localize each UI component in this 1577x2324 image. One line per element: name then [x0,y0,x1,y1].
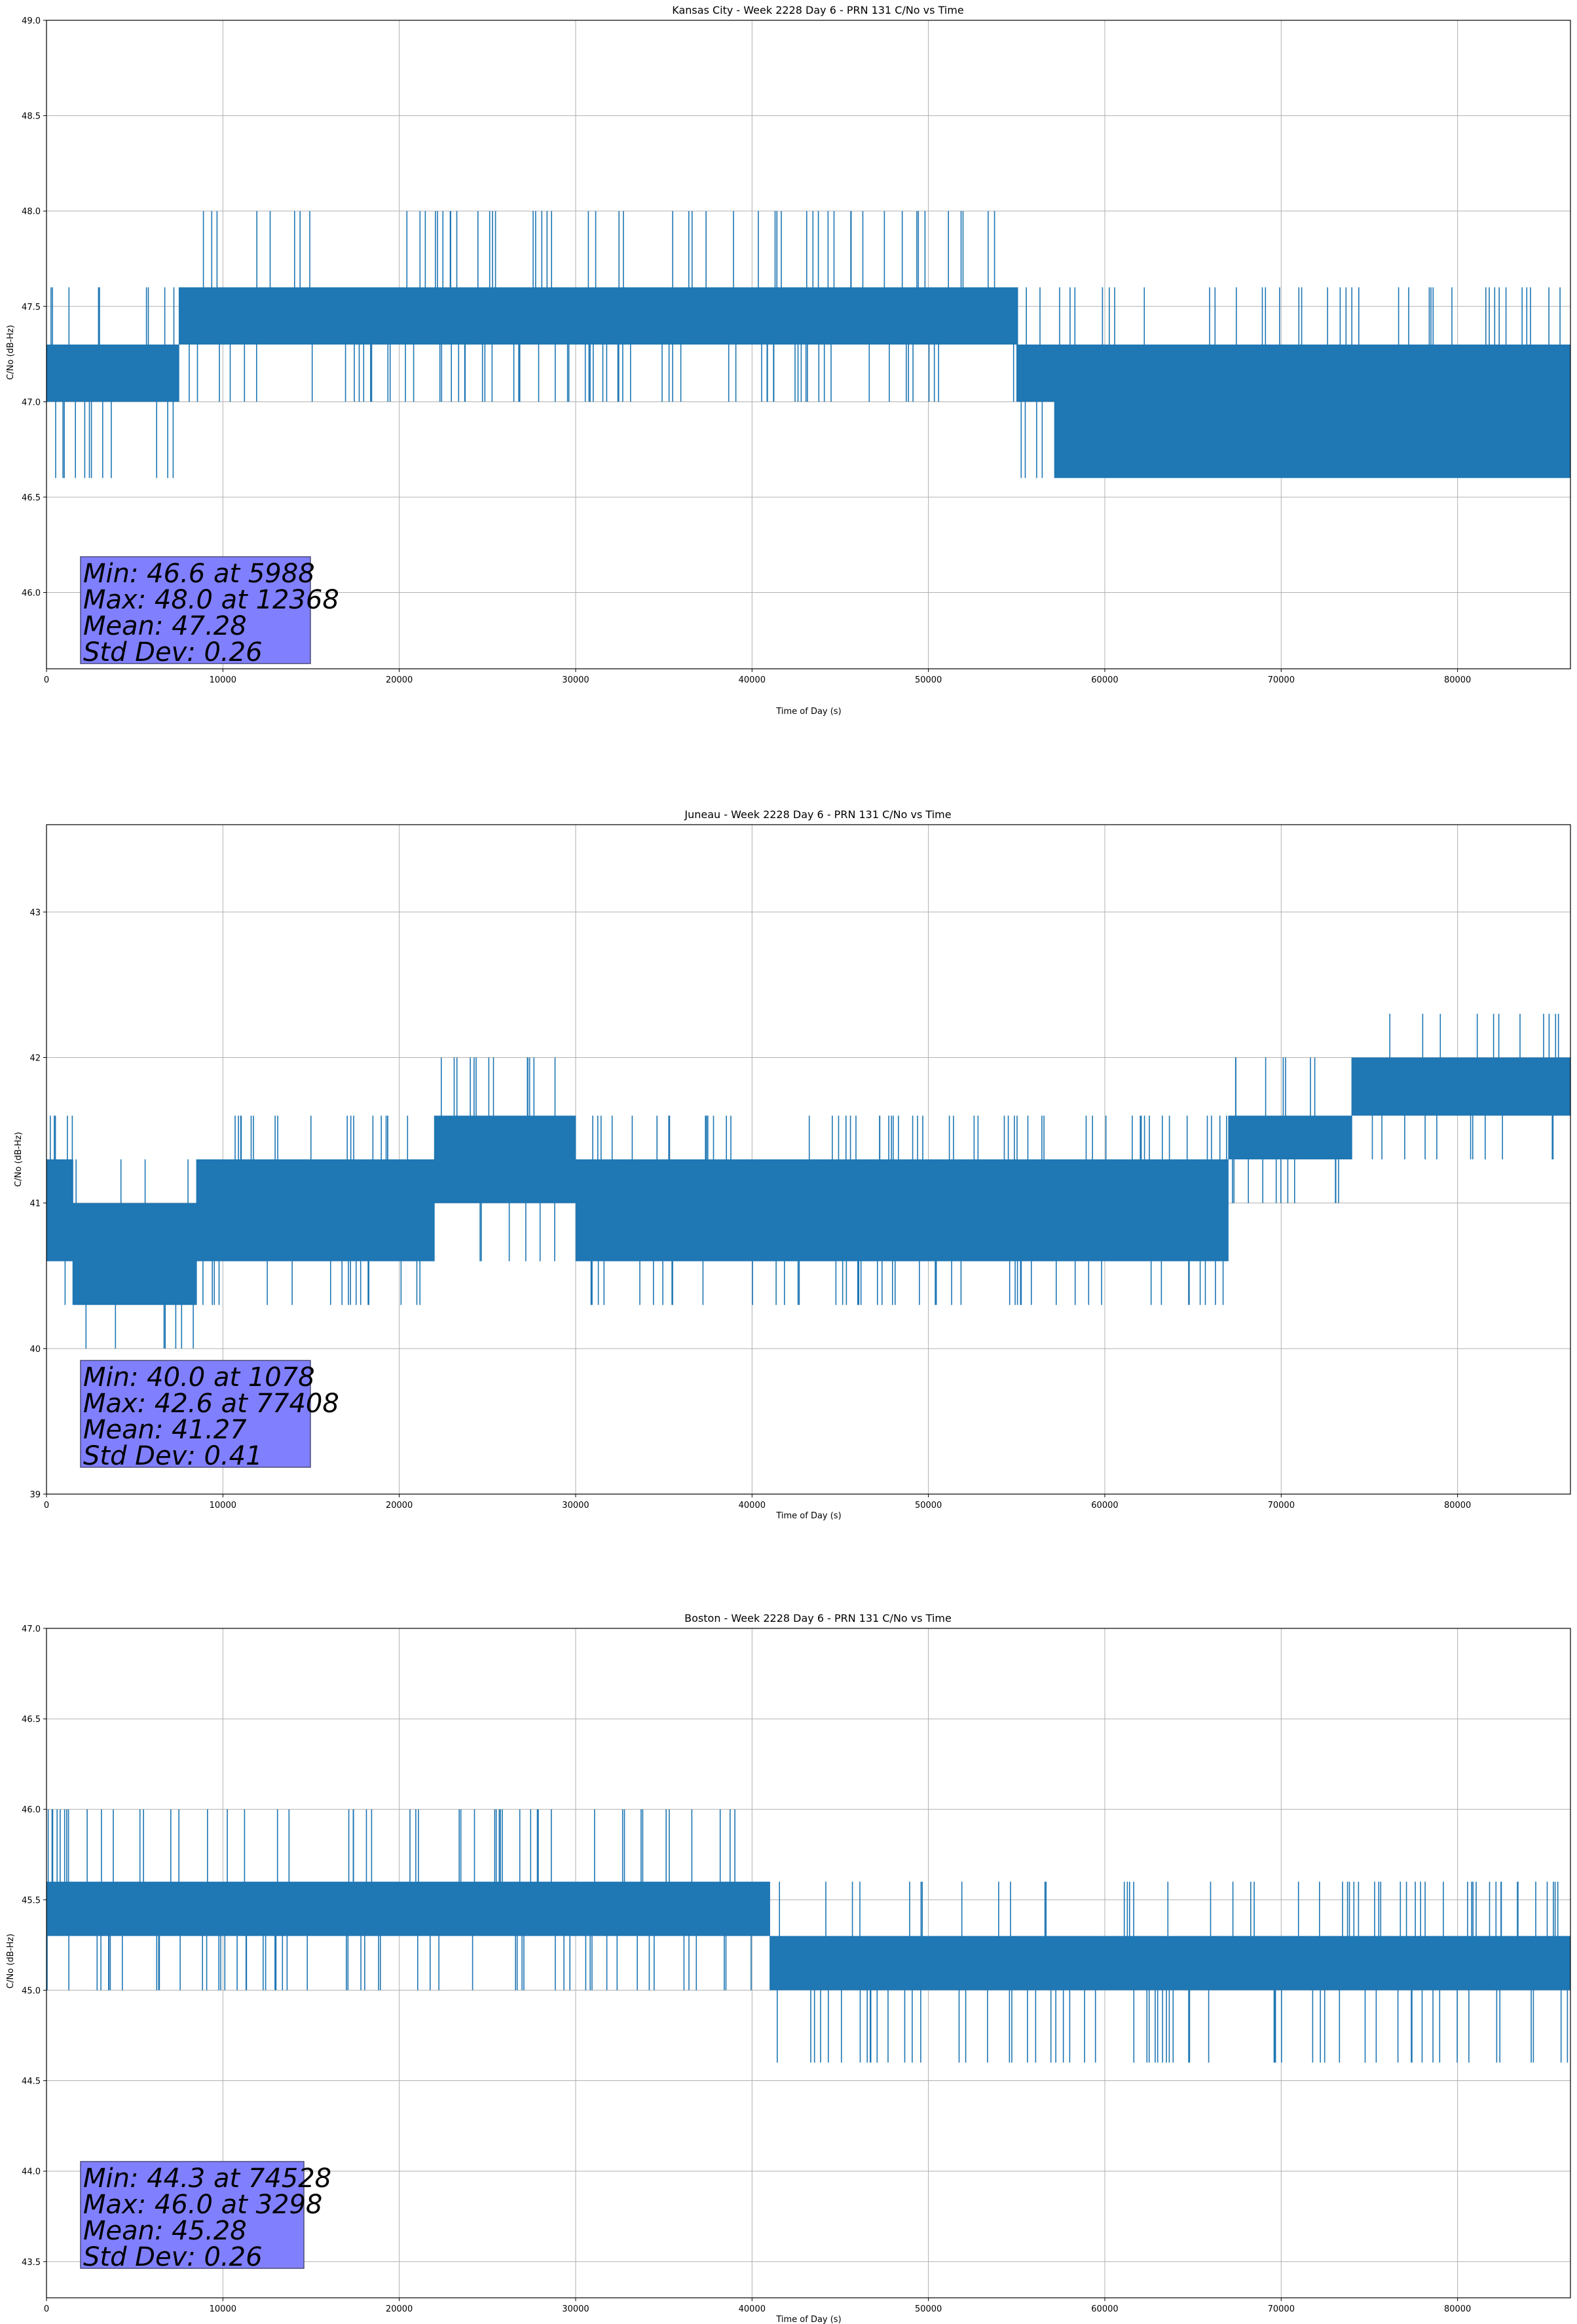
stat-min: Min: 40.0 at 1078 [83,1362,315,1393]
y-tick-label: 44.0 [22,2167,41,2177]
chart-boston: Boston - Week 2228 Day 6 - PRN 131 C/No … [6,1612,1571,2324]
x-tick-label: 20000 [386,2304,413,2314]
chart-kansas-city: Kansas City - Week 2228 Day 6 - PRN 131 … [6,4,1571,717]
y-tick-label: 39 [29,1490,41,1500]
y-axis-label: C/No (dB-Hz) [6,1934,16,1989]
y-tick-label: 47.0 [22,1624,41,1634]
y-tick-label: 43 [29,908,41,918]
stats-box: Min: 44.3 at 74528 Max: 46.0 at 3298 Mea… [80,2161,331,2272]
x-axis-label: Time of Day (s) [775,2315,841,2324]
x-tick-label: 80000 [1444,1501,1471,1510]
y-tick-label: 45.5 [22,1896,41,1905]
stats-box-background [80,1360,311,1468]
x-tick-label: 10000 [210,1501,236,1510]
x-axis-ticks: 0 10000 20000 30000 40000 50000 60000 70000 8000… [44,2298,1471,2314]
x-tick-label: 20000 [386,675,413,685]
y-tick-label: 42 [29,1053,41,1063]
x-tick-label: 30000 [562,675,589,685]
x-axis-ticks: 0 10000 20000 30000 40000 50000 60000 70000 8000… [44,1494,1471,1510]
x-tick-label: 0 [44,1501,49,1510]
y-tick-label: 46.5 [22,1715,41,1725]
plot-frame [46,20,1571,669]
x-tick-label: 20000 [386,1501,413,1510]
stat-std-dev: Std Dev: 0.26 [83,637,263,667]
chart-title: Juneau - Week 2228 Day 6 - PRN 131 C/No … [684,808,951,821]
plot-frame [46,1628,1571,2298]
y-tick-label: 41 [29,1199,41,1209]
y-axis-ticks: 46.0 46.5 47.0 47.5 48.0 48.5 49.0 [22,16,46,599]
stat-mean: Mean: 41.27 [83,1415,247,1445]
chart-title: Kansas City - Week 2228 Day 6 - PRN 131 … [672,4,963,16]
chart-title: Boston - Week 2228 Day 6 - PRN 131 C/No … [684,1612,952,1624]
x-tick-label: 50000 [915,675,942,685]
stat-max: Max: 48.0 at 12368 [83,585,339,615]
x-tick-label: 70000 [1268,675,1295,685]
y-tick-label: 46.0 [22,589,41,599]
stat-max: Max: 46.0 at 3298 [83,2190,322,2220]
x-tick-label: 10000 [210,2304,236,2314]
y-tick-label: 43.5 [22,2258,41,2268]
y-tick-label: 47.5 [22,303,41,312]
plot-frame [46,824,1571,1495]
x-tick-label: 30000 [562,2304,589,2314]
x-tick-label: 40000 [739,1501,766,1510]
x-tick-label: 60000 [1091,2304,1118,2314]
stats-box-background [80,2161,305,2269]
x-axis-ticks: 0 10000 20000 30000 40000 50000 60000 70000 8000… [44,669,1471,685]
y-tick-label: 40 [29,1345,41,1355]
y-tick-label: 44.5 [22,2077,41,2087]
x-tick-label: 40000 [739,2304,766,2314]
y-axis-ticks: 43.5 44.0 44.5 45.0 45.5 46.0 46.5 47.0 [22,1624,46,2268]
stats-box: Min: 46.6 at 5988 Max: 48.0 at 12368 Mea… [80,556,339,667]
stats-box: Min: 40.0 at 1078 Max: 42.6 at 77408 Mea… [80,1360,339,1471]
stat-min: Min: 44.3 at 74528 [83,2164,331,2194]
stat-min: Min: 46.6 at 5988 [83,559,315,589]
x-tick-label: 70000 [1268,1501,1295,1510]
x-tick-label: 60000 [1091,675,1118,685]
x-tick-label: 80000 [1444,2304,1471,2314]
x-axis-label: Time of Day (s) [775,1511,841,1521]
x-tick-label: 50000 [915,2304,942,2314]
stat-std-dev: Std Dev: 0.26 [83,2242,263,2272]
x-tick-label: 30000 [562,1501,589,1510]
stat-mean: Mean: 47.28 [83,611,247,641]
x-tick-label: 0 [44,675,49,685]
y-tick-label: 46.5 [22,493,41,503]
stats-box-background [80,556,311,664]
y-axis-ticks: 39 40 41 42 43 [29,908,46,1500]
y-axis-label: C/No (dB-Hz) [14,1132,24,1187]
y-tick-label: 49.0 [22,16,41,26]
x-tick-label: 70000 [1268,2304,1295,2314]
stat-std-dev: Std Dev: 0.41 [83,1441,263,1471]
y-tick-label: 46.0 [22,1805,41,1815]
x-tick-label: 10000 [210,675,236,685]
y-tick-label: 48.5 [22,112,41,122]
stat-max: Max: 42.6 at 77408 [83,1389,339,1419]
y-tick-label: 48.0 [22,207,41,217]
x-tick-label: 50000 [915,1501,942,1510]
x-tick-label: 60000 [1091,1501,1118,1510]
y-axis-label: C/No (dB-Hz) [6,325,16,380]
x-tick-label: 80000 [1444,675,1471,685]
x-axis-label: Time of Day (s) [775,707,841,717]
chart-juneau: Juneau - Week 2228 Day 6 - PRN 131 C/No … [14,808,1571,1521]
stat-mean: Mean: 45.28 [83,2216,247,2246]
y-tick-label: 45.0 [22,1986,41,1996]
y-tick-label: 47.0 [22,398,41,407]
x-tick-label: 40000 [739,675,766,685]
x-tick-label: 0 [44,2304,49,2314]
